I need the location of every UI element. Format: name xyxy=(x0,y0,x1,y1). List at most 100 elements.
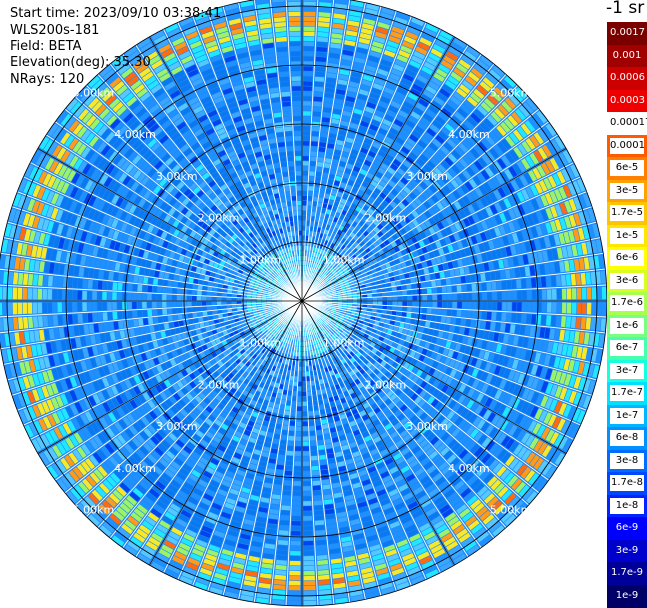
range-bin xyxy=(350,594,364,602)
range-bin xyxy=(98,404,107,415)
range-bin xyxy=(463,100,475,111)
range-bin xyxy=(191,356,198,363)
range-bin xyxy=(368,196,375,203)
range-bin xyxy=(416,435,425,444)
range-bin xyxy=(319,599,333,605)
range-bin xyxy=(546,142,557,155)
range-bin xyxy=(303,585,316,591)
range-bin xyxy=(253,480,263,487)
range-bin xyxy=(497,104,509,116)
range-bin xyxy=(502,291,507,300)
range-bin xyxy=(95,419,104,431)
range-bin xyxy=(377,297,383,301)
range-bin xyxy=(335,344,340,350)
range-bin xyxy=(354,538,366,545)
range-bin xyxy=(389,521,401,529)
range-bin xyxy=(280,515,290,521)
range-bin xyxy=(323,494,333,500)
range-bin xyxy=(347,339,353,345)
range-bin xyxy=(46,399,55,412)
range-bin xyxy=(241,528,252,536)
range-bin xyxy=(325,311,330,315)
range-bin xyxy=(244,477,253,484)
range-bin xyxy=(489,69,502,81)
range-bin xyxy=(576,410,586,424)
range-bin xyxy=(166,535,178,545)
range-bin xyxy=(444,157,454,167)
range-bin xyxy=(560,274,567,286)
range-bin xyxy=(329,353,335,359)
range-bin xyxy=(522,337,529,348)
range-bin xyxy=(247,324,253,328)
range-bin xyxy=(259,382,265,388)
range-bin xyxy=(344,315,350,319)
range-bin xyxy=(396,12,410,21)
range-bin xyxy=(464,247,471,256)
range-bin xyxy=(396,401,404,409)
range-bin xyxy=(514,108,526,121)
range-bin xyxy=(455,276,461,284)
range-bin xyxy=(362,576,376,584)
range-bin xyxy=(421,66,433,75)
range-bin xyxy=(450,214,458,223)
range-bin xyxy=(266,432,274,438)
range-bin xyxy=(263,482,272,489)
range-bin xyxy=(254,391,261,397)
range-bin xyxy=(448,153,457,163)
range-bin xyxy=(251,360,258,366)
range-bin xyxy=(240,533,251,540)
range-bin xyxy=(228,372,235,379)
range-bin xyxy=(356,98,366,106)
range-bin xyxy=(241,334,247,339)
range-bin xyxy=(165,436,174,445)
range-bin xyxy=(574,258,580,271)
range-bin xyxy=(580,317,586,330)
range-bin xyxy=(257,322,263,326)
range-bin xyxy=(355,371,362,378)
range-bin xyxy=(350,239,356,245)
range-bin xyxy=(199,339,206,346)
range-bin xyxy=(364,69,375,77)
range-bin xyxy=(328,422,335,428)
range-bin xyxy=(285,349,289,355)
range-bin xyxy=(455,63,468,74)
range-bin xyxy=(394,409,402,417)
range-bin xyxy=(392,342,398,349)
range-bin xyxy=(464,346,471,355)
range-bin xyxy=(302,371,306,377)
range-bin xyxy=(358,443,367,450)
range-bin xyxy=(383,158,391,166)
range-bin xyxy=(172,499,184,508)
range-bin xyxy=(122,499,134,510)
range-bin xyxy=(380,264,386,270)
range-bin xyxy=(428,328,434,336)
range-bin xyxy=(339,526,350,533)
range-bin xyxy=(485,517,498,529)
range-bin xyxy=(406,239,413,246)
range-bin xyxy=(313,405,319,411)
range-bin xyxy=(407,290,412,295)
range-bin xyxy=(159,458,169,468)
range-bin xyxy=(334,284,340,288)
range-bin xyxy=(340,475,349,482)
range-bin xyxy=(404,323,410,329)
range-bin xyxy=(441,219,449,228)
range-bin xyxy=(162,412,171,421)
range-bin xyxy=(367,335,374,341)
range-bin xyxy=(519,415,529,427)
range-bin xyxy=(390,281,396,287)
range-bin xyxy=(441,209,449,218)
range-bin xyxy=(383,386,390,394)
range-bin xyxy=(309,435,316,441)
range-bin xyxy=(356,438,365,446)
range-bin xyxy=(248,499,259,506)
range-bin xyxy=(388,105,399,114)
range-bin xyxy=(302,260,304,266)
range-bin xyxy=(474,404,483,415)
range-bin xyxy=(239,422,247,429)
range-bin xyxy=(541,126,553,139)
range-bin xyxy=(335,312,341,316)
range-bin xyxy=(400,228,407,235)
range-bin xyxy=(254,326,260,331)
range-bin xyxy=(206,342,212,349)
